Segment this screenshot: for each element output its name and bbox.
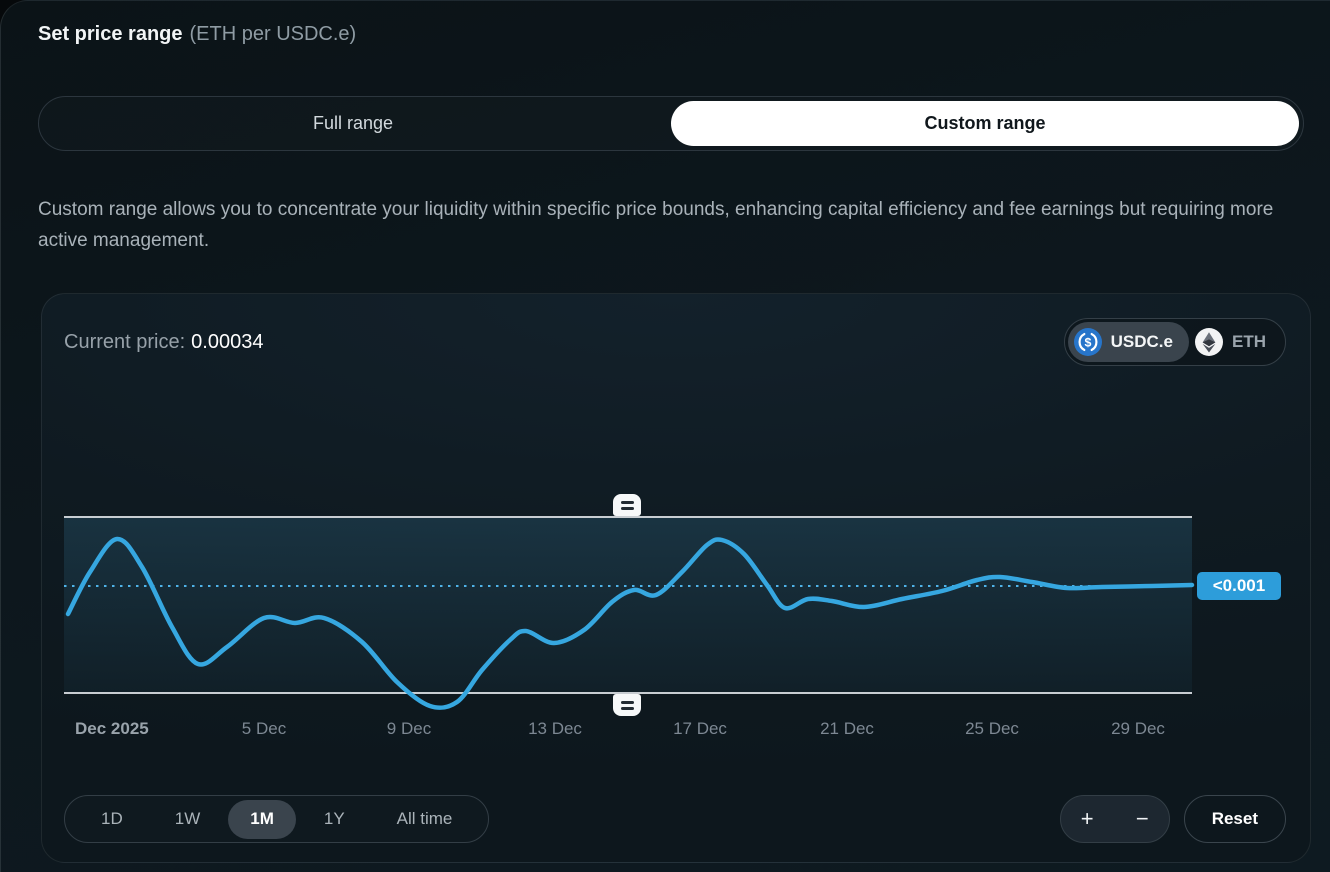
zoom-out-button[interactable]: − [1135, 806, 1149, 831]
page-title-text: Set price range [38, 23, 183, 45]
zoom-in-button[interactable]: + [1080, 806, 1094, 831]
x-axis-label: 29 Dec [1111, 719, 1165, 738]
custom-range-description: Custom range allows you to concentrate y… [38, 199, 1274, 251]
token-label-usdce: USDC.e [1110, 332, 1173, 351]
x-axis-label: 9 Dec [386, 719, 432, 738]
x-axis-label: Dec 2025 [75, 719, 149, 738]
current-price-label: Current price: [64, 330, 186, 353]
tab-full-range[interactable]: Full range [312, 113, 394, 133]
token-label-eth: ETH [1232, 332, 1266, 351]
price-curve [65, 536, 1195, 711]
grip-icon [620, 706, 634, 710]
timeframe-selector: 1D 1W 1M 1Y All time [64, 795, 490, 843]
timeframe-1w[interactable]: 1W [149, 795, 227, 843]
x-axis-label: 13 Dec [528, 719, 582, 738]
chart-footer: 1D 1W 1M 1Y All time + − Reset [64, 795, 1286, 843]
token-option-eth[interactable]: ETH [1189, 322, 1282, 362]
x-axis: Dec 2025 5 Dec 9 Dec 13 Dec 17 Dec 21 De… [64, 719, 1192, 745]
range-type-tabs: Full range Custom range [38, 96, 1304, 151]
token-toggle: $ USDC.e ETH [1063, 318, 1286, 366]
chart-controls: + − Reset [1059, 795, 1286, 843]
grip-icon [620, 700, 634, 704]
page-title: Set price range (ETH per USDC.e) [38, 23, 356, 46]
tab-custom-range[interactable]: Custom range [671, 101, 1299, 146]
current-price: Current price: 0.00034 [64, 331, 263, 354]
grip-icon [620, 506, 634, 510]
zoom-controls: + − [1059, 795, 1170, 843]
timeframe-1y[interactable]: 1Y [298, 795, 371, 843]
price-history-chart [64, 536, 1195, 711]
timeframe-all-time[interactable]: All time [371, 795, 479, 843]
x-axis-label: 25 Dec [965, 719, 1019, 738]
svg-text:$: $ [1084, 335, 1091, 349]
token-option-usdce[interactable]: $ USDC.e [1067, 322, 1189, 362]
x-axis-label: 21 Dec [820, 719, 874, 738]
eth-icon [1195, 328, 1223, 356]
chart-header: Current price: 0.00034 $ USDC.e [64, 318, 1286, 366]
upper-bound-handle[interactable] [613, 494, 641, 516]
selected-range-band[interactable] [64, 516, 1192, 694]
page-subtitle: (ETH per USDC.e) [189, 23, 357, 45]
x-axis-label: 17 Dec [673, 719, 727, 738]
timeframe-1d[interactable]: 1D [75, 795, 149, 843]
price-chart-card: Current price: 0.00034 $ USDC.e [41, 293, 1311, 863]
grip-icon [620, 500, 634, 504]
timeframe-1m[interactable]: 1M [228, 799, 296, 839]
current-price-value: 0.00034 [191, 330, 264, 353]
current-price-tag: <0.001 [1197, 572, 1281, 600]
price-range-plot: <0.001 [64, 494, 1281, 716]
lower-bound-handle[interactable] [613, 694, 641, 716]
reset-button[interactable]: Reset [1183, 795, 1286, 843]
usdc-icon: $ [1073, 328, 1102, 356]
x-axis-label: 5 Dec [241, 719, 287, 738]
